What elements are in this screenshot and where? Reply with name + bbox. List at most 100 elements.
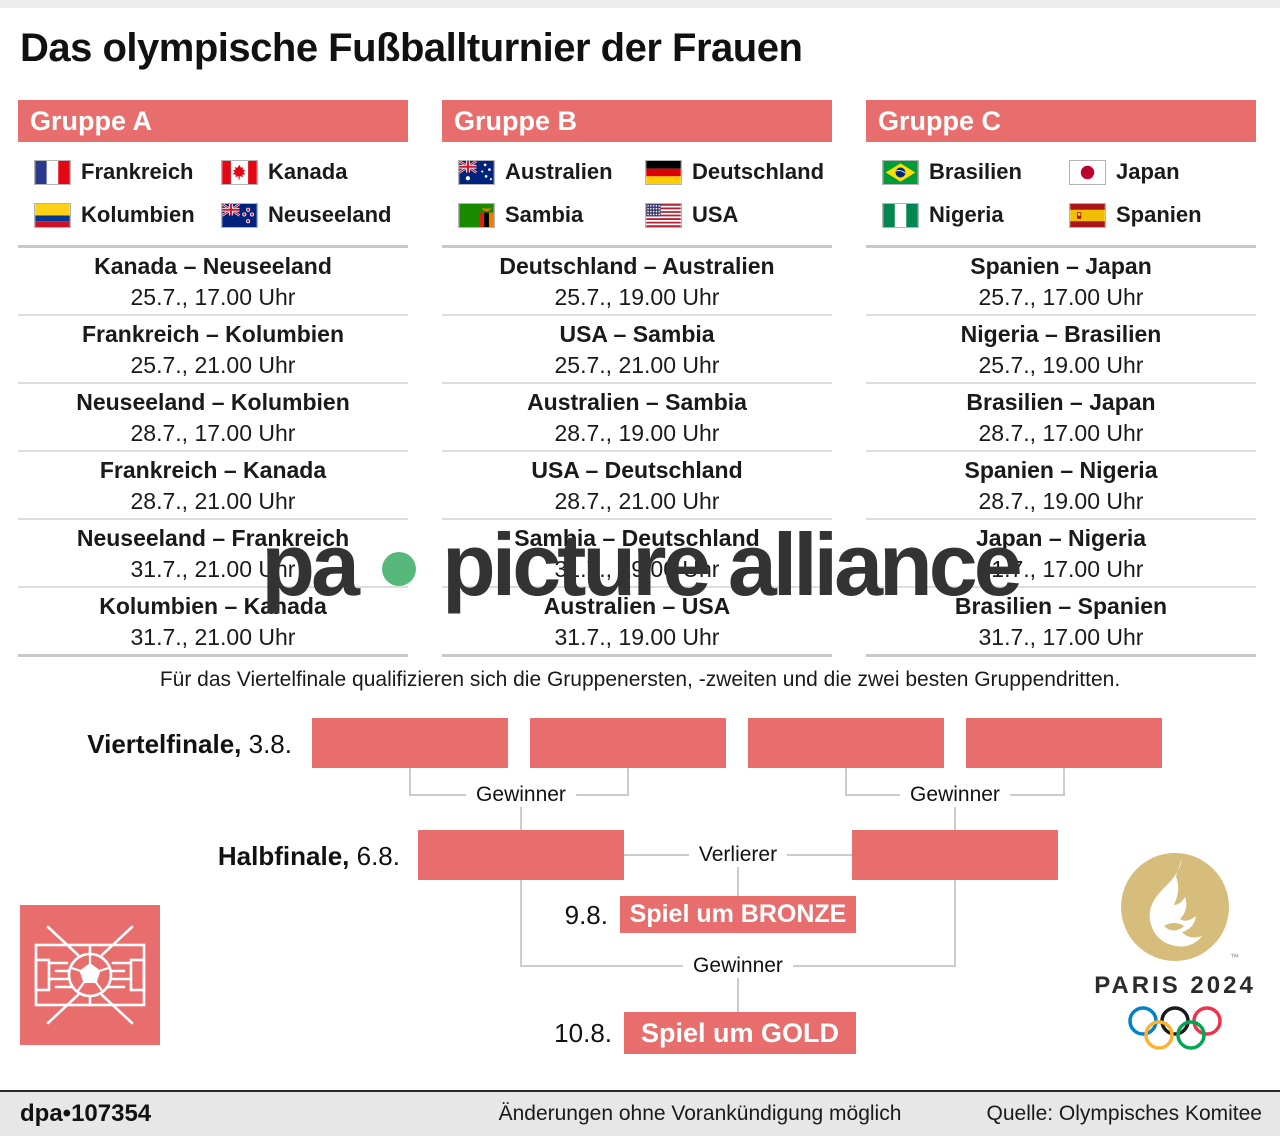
australia-flag-icon bbox=[458, 159, 495, 185]
group-c: Gruppe C Brasilien Japan Nigeria Spanien Span… bbox=[866, 100, 1256, 657]
match-row: Frankreich – Kanada 28.7., 21.00 Uhr bbox=[18, 452, 408, 520]
match-teams: USA – Deutschland bbox=[531, 457, 743, 483]
usa-flag-icon bbox=[645, 202, 682, 228]
match-row: Spanien – Nigeria 28.7., 19.00 Uhr bbox=[866, 452, 1256, 520]
group-a: Gruppe A Frankreich Kanada Kolumbien Neuseel… bbox=[18, 100, 408, 657]
team-name: Deutschland bbox=[692, 159, 825, 184]
winner-label-final: Gewinner bbox=[683, 954, 793, 978]
team-spanien: Spanien bbox=[1069, 202, 1256, 228]
gold-date: 10.8. bbox=[554, 1018, 612, 1048]
quarterfinal-slot-4 bbox=[966, 718, 1162, 768]
match-teams: Australien – USA bbox=[543, 593, 731, 619]
match-row: Frankreich – Kolumbien 25.7., 21.00 Uhr bbox=[18, 316, 408, 384]
canada-flag-icon bbox=[221, 159, 258, 185]
team-neuseeland: Neuseeland bbox=[221, 202, 408, 228]
match-time: 25.7., 17.00 Uhr bbox=[130, 284, 296, 310]
team-grid-b: Australien Deutschland Sambia USA bbox=[442, 142, 832, 228]
semifinal-slot-1 bbox=[418, 830, 624, 880]
footer-bar: dpa•107354 Änderungen ohne Vorankündigun… bbox=[0, 1090, 1280, 1136]
match-teams: Nigeria – Brasilien bbox=[960, 321, 1162, 347]
group-header-a: Gruppe A bbox=[18, 100, 408, 142]
match-teams: Spanien – Japan bbox=[970, 253, 1152, 279]
team-name: Australien bbox=[505, 159, 613, 184]
match-time: 31.7., 21.00 Uhr bbox=[130, 556, 296, 582]
germany-flag-icon bbox=[645, 159, 682, 185]
match-time: 28.7., 21.00 Uhr bbox=[554, 488, 720, 514]
quarterfinal-label-name: Viertelfinale, bbox=[87, 729, 242, 759]
team-name: Brasilien bbox=[929, 159, 1022, 184]
team-nigeria: Nigeria bbox=[882, 202, 1069, 228]
match-time: 31.7., 19.00 Uhr bbox=[554, 556, 720, 582]
match-row: Australien – USA 31.7., 19.00 Uhr bbox=[442, 588, 832, 657]
match-row: USA – Deutschland 28.7., 21.00 Uhr bbox=[442, 452, 832, 520]
trademark-symbol: ™ bbox=[1230, 952, 1239, 962]
footer-disclaimer: Änderungen ohne Vorankündigung möglich bbox=[498, 1102, 902, 1125]
group-header-c: Gruppe C bbox=[866, 100, 1256, 142]
team-name: Nigeria bbox=[929, 202, 1004, 227]
match-row: Deutschland – Australien 25.7., 19.00 Uhr bbox=[442, 248, 832, 316]
new-zealand-flag-icon bbox=[221, 202, 258, 228]
match-time: 31.7., 17.00 Uhr bbox=[978, 624, 1144, 650]
quarterfinal-slot-3 bbox=[748, 718, 944, 768]
france-flag-icon bbox=[34, 159, 71, 185]
dpa-graphic-id: dpa•107354 bbox=[20, 1100, 152, 1127]
match-row: Kanada – Neuseeland 25.7., 17.00 Uhr bbox=[18, 248, 408, 316]
match-teams: USA – Sambia bbox=[559, 321, 715, 347]
match-teams: Australien – Sambia bbox=[527, 389, 747, 415]
winner-label-left: Gewinner bbox=[466, 783, 576, 807]
team-name: Sambia bbox=[505, 202, 584, 227]
match-row: Neuseeland – Kolumbien 28.7., 17.00 Uhr bbox=[18, 384, 408, 452]
team-grid-a: Frankreich Kanada Kolumbien Neuseeland bbox=[18, 142, 408, 228]
nigeria-flag-icon bbox=[882, 202, 919, 228]
team-name: Kolumbien bbox=[81, 202, 195, 227]
footer-source: Quelle: Olympisches Komitee bbox=[986, 1102, 1262, 1125]
match-time: 25.7., 17.00 Uhr bbox=[978, 284, 1144, 310]
team-grid-c: Brasilien Japan Nigeria Spanien bbox=[866, 142, 1256, 228]
team-sambia: Sambia bbox=[458, 202, 645, 228]
match-time: 31.7., 19.00 Uhr bbox=[554, 624, 720, 650]
qualification-note: Für das Viertelfinale qualifizieren sich… bbox=[159, 668, 1121, 691]
match-time: 31.7., 21.00 Uhr bbox=[130, 624, 296, 650]
match-row: Sambia – Deutschland 31.7., 19.00 Uhr bbox=[442, 520, 832, 588]
semifinal-slot-2 bbox=[852, 830, 1058, 880]
group-b: Gruppe B Australien Deutschland Sambia USA De… bbox=[442, 100, 832, 657]
bronze-match-box: Spiel um BRONZE bbox=[620, 896, 856, 933]
team-brasilien: Brasilien bbox=[882, 159, 1069, 185]
quarterfinal-slot-2 bbox=[530, 718, 726, 768]
semifinal-label-name: Halbfinale, bbox=[217, 841, 350, 871]
semifinal-label-date: 6.8. bbox=[356, 841, 400, 871]
match-teams: Neuseeland – Kolumbien bbox=[76, 389, 350, 415]
quarterfinal-label-date: 3.8. bbox=[248, 729, 292, 759]
match-time: 25.7., 21.00 Uhr bbox=[554, 352, 720, 378]
team-name: Japan bbox=[1116, 159, 1180, 184]
match-teams: Frankreich – Kolumbien bbox=[81, 321, 344, 347]
match-time: 28.7., 19.00 Uhr bbox=[978, 488, 1144, 514]
match-time: 25.7., 19.00 Uhr bbox=[978, 352, 1144, 378]
match-row: USA – Sambia 25.7., 21.00 Uhr bbox=[442, 316, 832, 384]
match-teams: Neuseeland – Frankreich bbox=[76, 525, 350, 551]
team-japan: Japan bbox=[1069, 159, 1256, 185]
match-time: 25.7., 21.00 Uhr bbox=[130, 352, 296, 378]
brazil-flag-icon bbox=[882, 159, 919, 185]
match-table-a: Kanada – Neuseeland 25.7., 17.00 Uhr Frank… bbox=[18, 245, 408, 657]
match-time: 31.7., 17.00 Uhr bbox=[978, 556, 1144, 582]
quarterfinal-label: Viertelfinale, 3.8. bbox=[87, 729, 292, 760]
team-kolumbien: Kolumbien bbox=[34, 202, 221, 228]
bronze-date: 9.8. bbox=[564, 900, 608, 930]
team-usa: USA bbox=[645, 202, 832, 228]
top-strip bbox=[0, 0, 1280, 8]
match-teams: Kolumbien – Kanada bbox=[99, 593, 327, 619]
zambia-flag-icon bbox=[458, 202, 495, 228]
team-name: Kanada bbox=[268, 159, 348, 184]
gold-match-box: Spiel um GOLD bbox=[624, 1012, 856, 1054]
group-tables: Gruppe A Frankreich Kanada Kolumbien Neuseel… bbox=[0, 100, 1280, 657]
match-time: 28.7., 17.00 Uhr bbox=[978, 420, 1144, 446]
match-teams: Frankreich – Kanada bbox=[99, 457, 327, 483]
winner-label-right: Gewinner bbox=[900, 783, 1010, 807]
match-row: Brasilien – Japan 28.7., 17.00 Uhr bbox=[866, 384, 1256, 452]
match-row: Brasilien – Spanien 31.7., 17.00 Uhr bbox=[866, 588, 1256, 657]
team-deutschland: Deutschland bbox=[645, 159, 832, 185]
match-teams: Brasilien – Spanien bbox=[954, 593, 1168, 619]
japan-flag-icon bbox=[1069, 159, 1106, 185]
football-field-icon bbox=[20, 905, 160, 1045]
